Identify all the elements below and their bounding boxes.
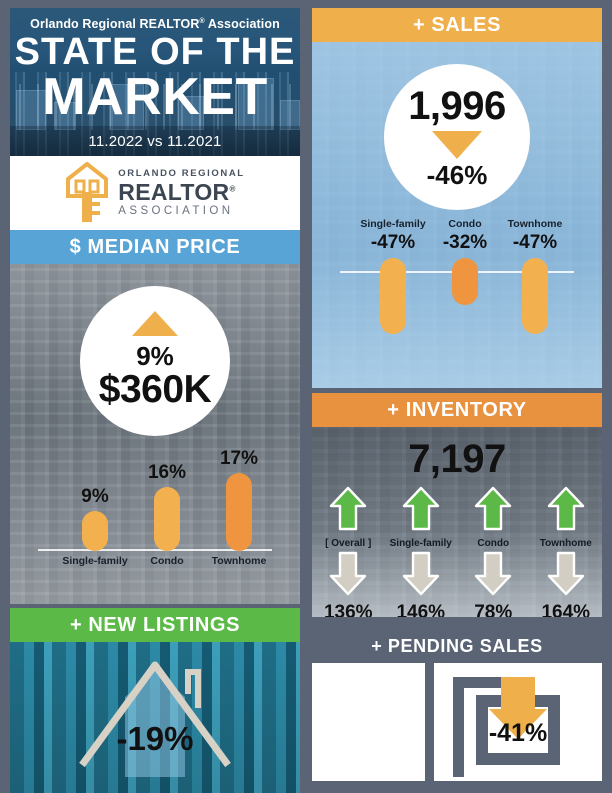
triangle-up-icon: [132, 310, 178, 336]
arrow-down-icon: [330, 551, 367, 596]
hero-kicker-text: Orlando Regional REALTOR: [30, 17, 200, 31]
hero-date-band: 11.2022 vs 11.2021: [10, 126, 300, 156]
inventory-label-condo: Condo: [477, 538, 510, 549]
association-logo-panel: ORLANDO REGIONAL REALTOR® ASSOCIATION: [10, 156, 300, 230]
skyline-building: [178, 96, 204, 130]
median-price-chart: 9% Single-family 16% Condo 17% Townhome: [10, 448, 300, 580]
bar-label-condo: Condo: [448, 218, 482, 230]
hero-title-line2: MARKET: [42, 68, 268, 126]
yard-sign-with-down-arrow-icon: -41%: [453, 677, 560, 777]
triangle-down-icon: [432, 130, 482, 159]
logo-line1: ORLANDO REGIONAL: [118, 168, 245, 179]
key-house-logo-icon: [66, 162, 109, 222]
bar-value-condo: -32%: [442, 232, 488, 253]
bar-label-townhome: Townhome: [507, 218, 563, 230]
inventory-columns: [ Overall ] 136% Single-family 146%: [312, 486, 602, 617]
arrow-down-icon: [547, 551, 584, 596]
inventory-pct-overall: 136%: [323, 602, 373, 617]
bar-group-townhome: 17% Townhome: [196, 448, 282, 567]
bar-value-single-family: -47%: [370, 232, 416, 253]
right-column: + SALES 1,996 -46% Single-family -47% Co…: [312, 8, 602, 785]
pending-sales-header: + PENDING SALES: [312, 629, 602, 663]
pending-sales-icon-card: -41%: [434, 663, 602, 781]
bar-label-condo: Condo: [150, 555, 184, 567]
inventory-pct-single-family: 146%: [396, 602, 446, 617]
inventory-col-single-family: Single-family 146%: [385, 486, 457, 617]
median-price-section: 9% $360K 9% Single-family 16% Condo 17%: [10, 264, 300, 604]
bar-group-single-family: 9% Single-family: [52, 486, 138, 567]
inventory-label-single-family: Single-family: [389, 538, 452, 549]
bar-single-family: [380, 258, 406, 334]
logo-wordmark: ORLANDO REGIONAL REALTOR® ASSOCIATION: [118, 169, 244, 217]
registered-mark-icon: ®: [199, 17, 205, 25]
sales-value: 1,996: [408, 83, 506, 128]
hero-header: Orlando Regional REALTOR® Association ST…: [10, 8, 300, 156]
sales-chart: Single-family -47% Condo -32% Townhome -…: [312, 218, 602, 378]
bar-condo: [452, 258, 478, 305]
bar-value-single-family: 9%: [81, 486, 109, 507]
arrow-up-icon: [330, 486, 367, 531]
sales-header: + SALES: [312, 8, 602, 42]
logo-line3: ASSOCIATION: [118, 204, 234, 217]
bar-value-townhome: -47%: [512, 232, 558, 253]
bar-group-condo: Condo -32%: [422, 218, 508, 305]
sales-circle: 1,996 -46%: [384, 64, 530, 210]
new-listings-section: -19%: [10, 642, 300, 793]
median-price-change: 9%: [136, 340, 174, 371]
logo-line2-text: REALTOR: [118, 178, 230, 205]
new-listings-header: + NEW LISTINGS: [10, 608, 300, 642]
bar-townhome: [226, 473, 252, 551]
bar-group-townhome: Townhome -47%: [492, 218, 578, 334]
median-price-header: $ MEDIAN PRICE: [10, 230, 300, 264]
house-outline-icon: [79, 661, 231, 777]
pending-sales-section: -41% -41%: [312, 663, 602, 785]
arrow-down-icon: [475, 551, 512, 596]
inventory-col-overall: [ Overall ] 136%: [312, 486, 384, 617]
hero-title-line1: STATE OF THE: [14, 31, 296, 73]
arrow-up-icon: [547, 486, 584, 531]
bar-group-single-family: Single-family -47%: [350, 218, 436, 334]
inventory-pct-condo: 78%: [474, 602, 513, 617]
new-listings-value: -19%: [116, 720, 194, 757]
inventory-label-townhome: Townhome: [539, 538, 592, 549]
arrow-down-icon: [402, 551, 439, 596]
skyline-building: [54, 102, 76, 130]
bar-label-single-family: Single-family: [360, 218, 426, 230]
median-price-value: $360K: [98, 368, 212, 412]
chart-baseline: [38, 549, 272, 551]
skyline-building: [16, 90, 46, 130]
skyline-building: [238, 78, 274, 130]
logo-line2: REALTOR®: [118, 178, 244, 205]
bar-group-condo: 16% Condo: [124, 462, 210, 567]
bar-townhome: [522, 258, 548, 334]
left-column: Orlando Regional REALTOR® Association ST…: [10, 8, 300, 793]
date-range-label: 11.2022 vs 11.2021: [88, 132, 222, 150]
bar-single-family: [82, 511, 108, 551]
inventory-header: + INVENTORY: [312, 393, 602, 427]
pending-sales-blank-card: [312, 663, 425, 781]
arrow-up-icon: [402, 486, 439, 531]
inventory-value: 7,197: [408, 437, 506, 481]
inventory-col-condo: Condo 78%: [457, 486, 529, 617]
skyline-lights: [10, 84, 300, 130]
skyline-building: [280, 100, 300, 130]
sales-change: -46%: [426, 159, 488, 190]
inventory-section: 7,197 [ Overall ] 136% Single: [312, 427, 602, 617]
logo-registered-icon: ®: [229, 183, 236, 193]
inventory-label-overall: [ Overall ]: [325, 538, 372, 549]
hero-kicker: Orlando Regional REALTOR® Association: [30, 17, 280, 31]
sales-section: 1,996 -46% Single-family -47% Condo -32%: [312, 42, 602, 388]
inventory-pct-townhome: 164%: [541, 602, 591, 617]
arrow-up-icon: [475, 486, 512, 531]
skyline-building: [110, 84, 144, 130]
bar-condo: [154, 487, 180, 551]
pending-sales-value-text: -41%: [489, 719, 547, 747]
inventory-col-townhome: Townhome 164%: [530, 486, 602, 617]
bar-value-townhome: 17%: [219, 448, 259, 469]
bar-label-townhome: Townhome: [211, 555, 267, 567]
bar-value-condo: 16%: [147, 462, 187, 483]
median-price-circle: 9% $360K: [80, 286, 230, 436]
bar-label-single-family: Single-family: [62, 555, 128, 567]
